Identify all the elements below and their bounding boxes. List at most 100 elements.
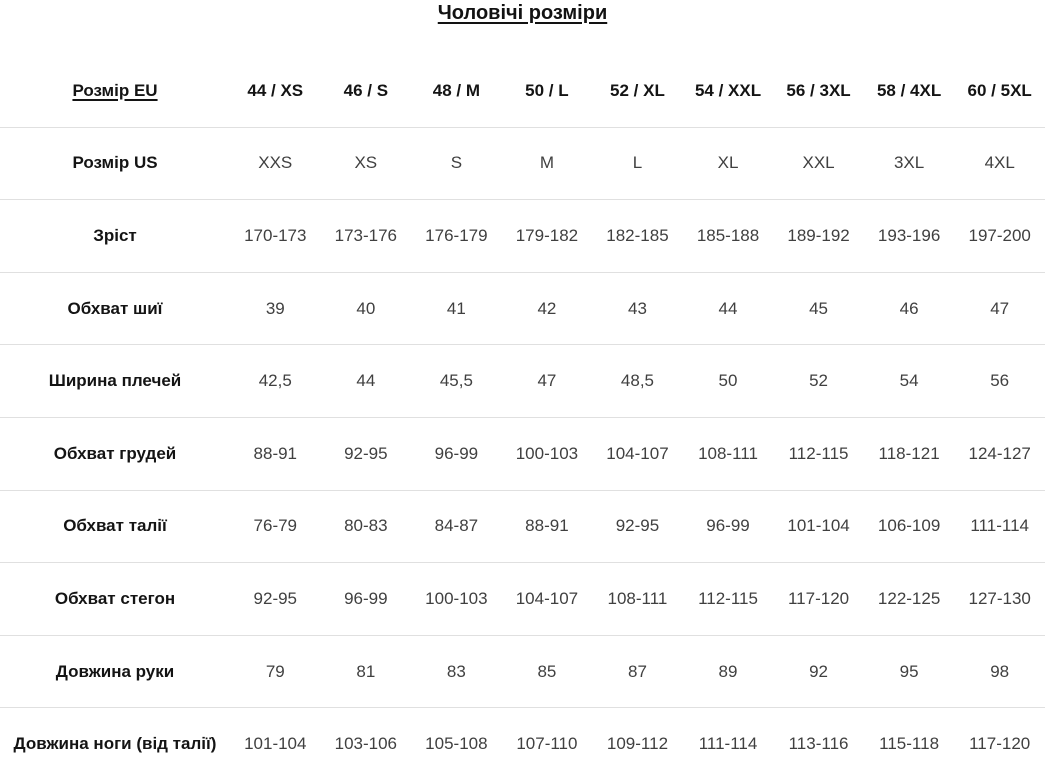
- value-cell: 176-179: [425, 225, 488, 245]
- value-cell: 40: [356, 298, 376, 318]
- value-cell: 185-188: [696, 225, 760, 245]
- value-cell: 79: [265, 661, 285, 681]
- value-cell: 47: [537, 371, 557, 391]
- value-cell: 52: [809, 371, 829, 391]
- value-cell: 83: [446, 661, 466, 681]
- value-cell: 117-120: [787, 588, 850, 608]
- value-cell: 58 / 4XL: [876, 80, 942, 100]
- value-cell: 124-127: [968, 443, 1031, 463]
- value-cell: 107-110: [516, 734, 578, 754]
- value-cell: 47: [990, 298, 1010, 318]
- value-cell: 46: [899, 298, 919, 318]
- row-label-cell: Довжина ноги (від талії): [13, 734, 217, 754]
- table-row: Обхват стегон 92-95 96-99 100-103 104-107 108…: [0, 563, 1045, 636]
- title-bar: Чоловічі розміри: [0, 0, 1045, 55]
- value-cell: 104-107: [515, 588, 579, 608]
- value-cell: 50: [718, 371, 738, 391]
- value-cell: 92-95: [253, 588, 298, 608]
- value-cell: 39: [265, 298, 285, 318]
- value-cell: 182-185: [606, 225, 669, 245]
- page-title: Чоловічі розміри: [437, 2, 608, 24]
- value-cell: 117-120: [969, 734, 1031, 754]
- value-cell: 76-79: [253, 516, 298, 536]
- value-cell: 56: [990, 371, 1010, 391]
- value-cell: 105-108: [425, 734, 488, 754]
- value-cell: 118-121: [878, 443, 940, 463]
- value-cell: 84-87: [434, 516, 479, 536]
- value-cell: 96-99: [706, 516, 750, 536]
- value-cell: 113-116: [788, 734, 849, 754]
- value-cell: 103-106: [334, 734, 398, 754]
- value-cell: 112-115: [788, 443, 849, 463]
- row-label-cell: Обхват шиї: [67, 298, 163, 318]
- value-cell: 92-95: [615, 516, 660, 536]
- value-cell: 96-99: [434, 443, 479, 463]
- table-row: Розмір EU 44 / XS 46 / S 48 / M 50 / L 52 / X…: [0, 55, 1045, 128]
- row-label-cell: Розмір US: [72, 153, 158, 173]
- value-cell: 45,5: [439, 371, 473, 391]
- value-cell: 50 / L: [525, 80, 569, 100]
- value-cell: 52 / XL: [610, 80, 665, 100]
- row-label-cell: Обхват стегон: [54, 588, 176, 608]
- value-cell: 92: [809, 661, 829, 681]
- row-label-cell: Обхват талії: [63, 516, 167, 536]
- value-cell: 41: [446, 298, 466, 318]
- size-chart-table: Розмір EU 44 / XS 46 / S 48 / M 50 / L 52 / X…: [0, 55, 1045, 780]
- value-cell: 173-176: [334, 225, 398, 245]
- value-cell: 115-118: [879, 734, 940, 754]
- value-cell: 4XL: [984, 153, 1015, 173]
- value-cell: 44: [356, 371, 376, 391]
- value-cell: 89: [718, 661, 738, 681]
- value-cell: 197-200: [968, 225, 1031, 245]
- value-cell: 45: [809, 298, 829, 318]
- value-cell: 96-99: [344, 588, 388, 608]
- value-cell: 81: [356, 661, 376, 681]
- value-cell: 56 / 3XL: [786, 80, 851, 100]
- value-cell: 112-115: [698, 588, 758, 608]
- value-cell: 108-111: [698, 443, 758, 463]
- row-label-cell: Ширина плечей: [48, 371, 182, 391]
- value-cell: 179-182: [515, 225, 579, 245]
- value-cell: XL: [717, 153, 739, 173]
- value-cell: 109-112: [606, 734, 669, 754]
- value-cell: 98: [990, 661, 1010, 681]
- value-cell: XXL: [802, 153, 835, 173]
- table-row: Довжина ноги (від талії) 101-104 103-106 10…: [0, 708, 1045, 780]
- table-row: Ширина плечей 42,5 44 45,5 47 48,5 50 52 54 56: [0, 345, 1045, 418]
- value-cell: L: [632, 153, 643, 173]
- value-cell: 48 / M: [432, 80, 480, 100]
- value-cell: 80-83: [344, 516, 388, 536]
- value-cell: 193-196: [877, 225, 941, 245]
- table-row: Обхват шиї 39 40 41 42 43 44 45 46 47: [0, 272, 1045, 345]
- table-row: Обхват грудей 88-91 92-95 96-99 100-103 104-1…: [0, 417, 1045, 491]
- value-cell: 88-91: [525, 516, 569, 536]
- row-label-cell: Зріст: [93, 225, 137, 245]
- value-cell: 48,5: [620, 371, 654, 391]
- value-cell: 43: [628, 298, 647, 318]
- table-row: Обхват талії 76-79 80-83 84-87 88-91 92-95 96-…: [0, 490, 1045, 563]
- row-label-cell: Довжина руки: [55, 661, 175, 681]
- value-cell: 101-104: [244, 734, 307, 754]
- value-cell: 122-125: [877, 588, 941, 608]
- value-cell: 87: [628, 661, 647, 681]
- value-cell: 60 / 5XL: [967, 80, 1032, 100]
- value-cell: 95: [899, 661, 919, 681]
- value-cell: 42,5: [258, 371, 292, 391]
- value-cell: 111-114: [970, 516, 1029, 536]
- table-row: Довжина руки 79 81 83 85 87 89 92 95 98: [0, 635, 1045, 708]
- value-cell: 100-103: [515, 443, 579, 463]
- value-cell: M: [539, 153, 554, 173]
- value-cell: 46 / S: [343, 80, 389, 100]
- value-cell: 42: [537, 298, 557, 318]
- value-cell: 108-111: [607, 588, 668, 608]
- table-row: Розмір US XXS XS S M L XL XXL 3XL 4XL: [0, 127, 1045, 200]
- value-cell: 100-103: [425, 588, 488, 608]
- value-cell: S: [450, 153, 463, 173]
- value-cell: 170-173: [244, 225, 307, 245]
- value-cell: 111-114: [698, 734, 758, 754]
- value-cell: 85: [537, 661, 557, 681]
- row-label-cell: Обхват грудей: [53, 443, 177, 463]
- value-cell: XXS: [258, 153, 293, 173]
- value-cell: 101-104: [787, 516, 850, 536]
- value-cell: 127-130: [968, 588, 1031, 608]
